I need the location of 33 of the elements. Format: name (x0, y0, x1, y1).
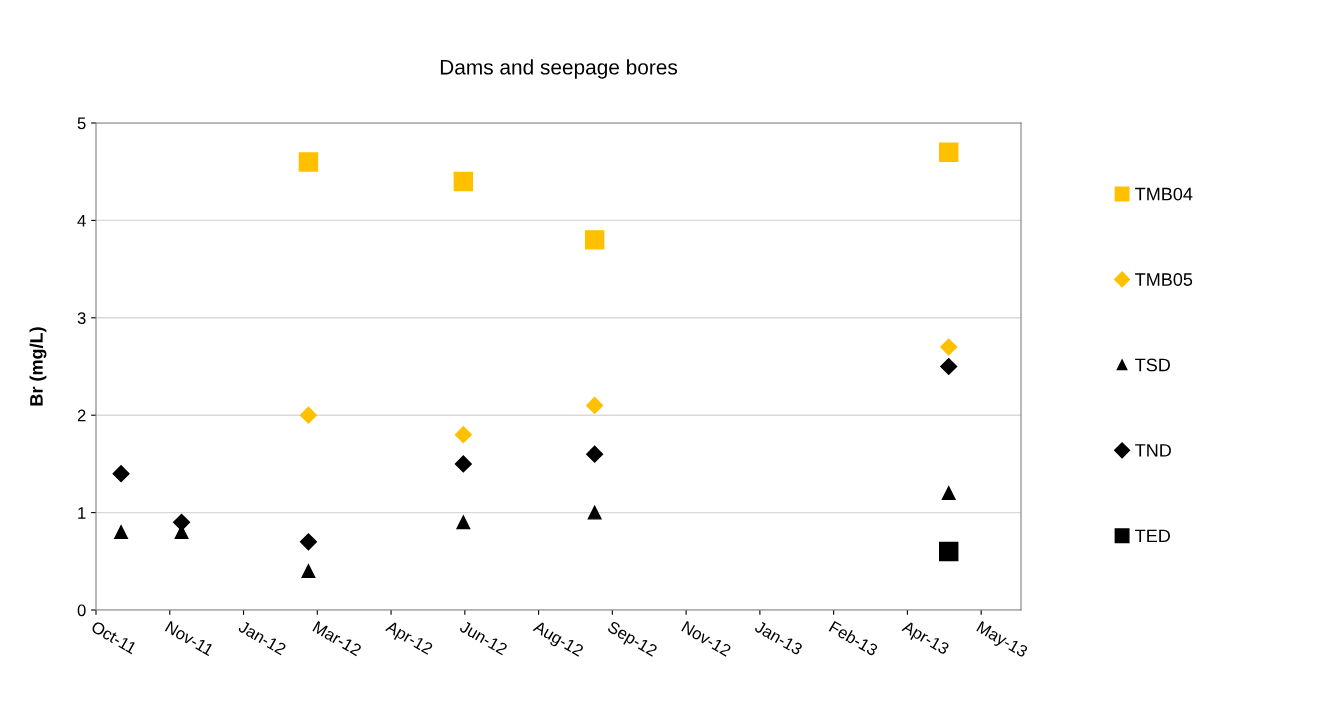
point (114, 525, 129, 540)
point (586, 396, 604, 415)
legend-label: TSD (1135, 358, 1170, 372)
point (454, 455, 472, 473)
point (938, 142, 959, 162)
point (584, 230, 605, 250)
legend-label: TND (1135, 444, 1171, 457)
point (940, 338, 958, 356)
y-tick-label: 5 (77, 117, 86, 130)
y-tick-label: 3 (77, 312, 86, 324)
point (938, 541, 959, 562)
point (587, 505, 602, 520)
y-tick-label: 0 (77, 604, 86, 617)
legend-label: TMB05 (1135, 273, 1193, 286)
legend-label: TED (1135, 529, 1170, 543)
y-axis-title: Br (mg/L) (29, 327, 47, 406)
point (298, 152, 319, 172)
point (453, 171, 474, 192)
point (940, 357, 958, 376)
legend-label: TMB04 (1135, 187, 1193, 201)
y-tick-label: 4 (77, 214, 86, 227)
chart-title: Dams and seepage bores (440, 59, 678, 79)
point (586, 445, 604, 463)
point (301, 564, 316, 578)
y-tick-label: 2 (77, 409, 86, 422)
point (454, 426, 472, 444)
y-tick-label: 1 (78, 507, 86, 519)
point (299, 406, 317, 424)
point (173, 513, 191, 531)
point (299, 533, 317, 551)
point (112, 465, 130, 483)
point (456, 515, 471, 530)
point (941, 486, 956, 501)
